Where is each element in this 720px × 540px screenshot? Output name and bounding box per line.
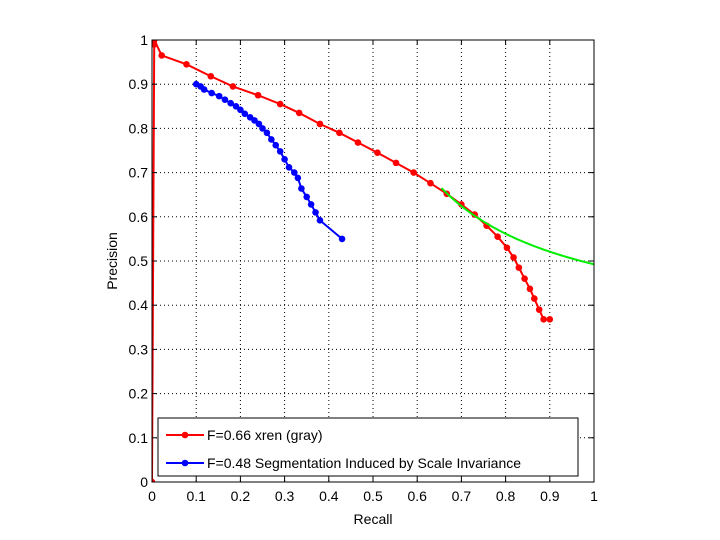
legend-swatch-marker xyxy=(181,459,189,467)
data-point xyxy=(215,92,223,100)
x-axis-label: Recall xyxy=(354,511,393,527)
x-tick-label: 1 xyxy=(590,488,598,504)
x-tick-label: 0.5 xyxy=(363,488,383,504)
y-tick-label: 0.6 xyxy=(129,209,149,225)
y-tick-label: 0 xyxy=(140,474,148,490)
data-point xyxy=(272,141,280,149)
data-point xyxy=(291,169,298,176)
y-axis-label: Precision xyxy=(104,232,120,290)
legend: F=0.66 xren (gray) F=0.48 Segmentation In… xyxy=(157,417,579,477)
data-point xyxy=(229,83,237,90)
data-point xyxy=(183,61,190,68)
y-tick-label: 0.5 xyxy=(129,253,149,269)
data-point xyxy=(515,264,523,271)
y-tick-label: 0.9 xyxy=(129,76,149,92)
series-line xyxy=(152,40,550,482)
data-point xyxy=(338,235,346,243)
x-tick-label: 0.3 xyxy=(275,488,295,504)
data-point xyxy=(546,316,554,323)
data-point xyxy=(268,136,275,143)
data-point xyxy=(221,96,229,103)
legend-label: F=0.48 Segmentation Induced by Scale Inv… xyxy=(207,455,521,471)
data-point xyxy=(494,233,501,240)
x-tick-label: 0.8 xyxy=(496,488,516,504)
series-2 xyxy=(440,187,594,266)
data-point xyxy=(303,193,311,201)
series-line xyxy=(195,83,343,240)
data-point xyxy=(200,86,208,93)
data-point xyxy=(316,217,324,224)
series-1 xyxy=(192,80,346,243)
ticks: 0 0.1 0.2 0.3 0.4 0.5 0.6 0.7 0.8 0.9 1 0 0.1 0.2 0.3 0… xyxy=(129,32,599,504)
data-point xyxy=(276,148,284,155)
x-tick-label: 0.2 xyxy=(231,488,251,504)
data-point xyxy=(232,103,240,110)
data-point xyxy=(259,125,266,132)
data-point xyxy=(336,129,343,137)
data-point xyxy=(374,149,381,157)
data-point xyxy=(281,156,288,163)
x-tick-label: 0.6 xyxy=(407,488,427,504)
data-point xyxy=(208,89,215,97)
data-point xyxy=(298,185,305,192)
grid xyxy=(152,40,594,482)
data-point xyxy=(410,169,417,176)
data-point xyxy=(392,159,400,167)
y-tick-label: 0.8 xyxy=(129,120,149,136)
data-point xyxy=(152,40,158,44)
x-tick-label: 0.7 xyxy=(452,488,472,504)
data-point xyxy=(276,100,284,108)
data-point xyxy=(312,209,319,216)
x-tick-label: 0.4 xyxy=(319,488,339,504)
data-point xyxy=(503,244,511,252)
legend-label: F=0.66 xren (gray) xyxy=(207,427,323,443)
y-tick-label: 0.2 xyxy=(129,386,149,402)
data-point xyxy=(254,91,262,99)
legend-box xyxy=(157,417,579,477)
data-point xyxy=(255,120,263,128)
x-tick-label: 0.1 xyxy=(186,488,206,504)
data-point xyxy=(307,201,315,208)
y-tick-label: 0.7 xyxy=(129,165,149,181)
data-point xyxy=(237,106,244,114)
data-point xyxy=(263,129,271,137)
data-point xyxy=(510,254,517,261)
data-point xyxy=(295,109,303,117)
x-tick-label: 0.9 xyxy=(540,488,560,504)
data-point xyxy=(540,316,547,323)
y-tick-label: 0.4 xyxy=(129,297,149,313)
y-tick-label: 0.3 xyxy=(129,341,149,357)
data-point xyxy=(521,275,528,282)
data-point xyxy=(285,163,293,171)
data-point xyxy=(207,72,215,80)
data-point xyxy=(526,285,534,293)
data-point xyxy=(535,306,543,313)
data-point xyxy=(531,295,538,302)
data-point xyxy=(227,99,234,107)
series-layer xyxy=(152,40,594,482)
y-tick-label: 1 xyxy=(140,32,148,48)
legend-swatch-marker xyxy=(181,431,189,439)
data-point xyxy=(354,139,362,146)
data-point xyxy=(158,52,166,59)
data-point xyxy=(152,478,156,482)
data-point xyxy=(241,110,249,118)
data-point xyxy=(251,117,258,124)
iso-f-curve xyxy=(440,187,594,266)
y-tick-label: 0.1 xyxy=(129,430,149,446)
data-point xyxy=(294,174,302,182)
x-tick-label: 0 xyxy=(148,488,156,504)
data-point xyxy=(316,120,324,128)
data-point xyxy=(427,179,434,187)
